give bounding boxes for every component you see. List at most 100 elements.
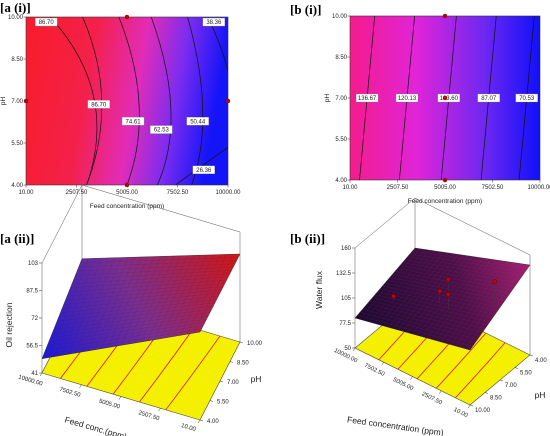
surface-mesh [60,296,219,314]
surface-mesh [364,306,481,337]
x-tick-label: 10.00 [180,423,197,433]
surface-mesh [460,263,521,348]
z-tick-label: 103 [28,261,39,267]
surface-mesh [140,255,181,343]
surface-mesh [166,254,208,338]
surface-mesh [186,254,227,335]
surface-mesh [68,279,227,293]
y-tick-label: 4.00 [11,183,23,189]
z-tick-label: 160 [341,246,352,252]
surface-mesh [63,289,222,305]
surface-mesh [369,250,430,323]
surface-mesh [68,257,109,355]
surface-mesh [134,255,175,344]
y-tick [209,400,214,402]
surface-mesh [455,262,516,347]
y-tick-label: 7.00 [11,99,23,105]
contour-label-box [355,93,379,103]
y-tick-label: 8.50 [11,57,23,63]
design-point [391,294,396,299]
x-tick-label: 10.00 [452,407,469,419]
surface-mesh [71,273,231,284]
contour-label-box [121,117,145,126]
surface-mesh [65,286,224,301]
x-tick [39,372,43,377]
surface-mesh [394,271,511,294]
x-tick-label: 7502.50 [59,387,82,399]
x-tick [118,396,122,400]
x-tick [79,384,82,388]
surface-mesh [55,258,96,357]
floor-contour [165,335,221,411]
response-surface [41,253,241,359]
surface-mesh [87,257,129,351]
z-axis-label: Water flux [314,270,324,309]
panel-label: [b (i)] [290,2,321,17]
surface-mesh [372,297,488,326]
y-axis-label: pH [251,374,262,384]
surface-mesh [412,256,473,335]
surface-mesh [402,262,518,283]
surface-mesh [397,254,459,331]
surface-mesh [397,268,513,290]
surface-mesh [43,328,202,355]
y-tick [529,354,534,357]
x-tick [352,347,356,352]
contour-label-box [35,17,58,27]
contour-label: 120.13 [398,96,417,102]
surface-mesh [193,254,234,334]
contour-label: 136.67 [358,96,377,102]
x-axis-label: Feed concentration (ppm) [347,414,445,436]
z-tick-label: 87.5 [26,289,38,295]
contour-label: 26.36 [196,168,212,174]
surface-mesh [426,258,488,339]
y-tick-label: 5.50 [217,400,229,406]
surface-mesh [50,315,209,339]
y-tick-label: 7.00 [335,96,347,102]
surface-mesh [81,257,122,353]
y-tick-label: 4.00 [535,358,547,364]
y-tick-label: 5.50 [335,137,347,143]
y-tick [199,419,204,422]
surface-mesh [378,251,440,325]
surface-mesh [407,255,468,333]
contour-line [49,17,98,185]
surface-mesh [379,288,496,315]
z-tick-label: 56.5 [26,344,38,350]
design-point [442,95,448,101]
contour-label: 74.61 [126,119,142,125]
y-tick [499,379,504,382]
y-tick-label: 5.50 [520,371,532,377]
surface-mesh [412,250,528,269]
x-tick [439,390,442,394]
y-tick [469,404,474,407]
x-tick-label: 7502.50 [167,190,189,196]
surface-mesh [369,300,486,329]
surface-mesh [94,257,135,350]
surface-mesh [364,249,425,321]
surface-mesh [48,318,207,343]
surface-mesh [78,260,237,268]
y-tick [484,392,489,394]
box-edge [354,197,416,249]
y-tick [219,380,224,383]
surface-mesh [160,255,201,339]
plot-background [26,17,228,185]
surface-mesh [388,252,449,328]
design-point [492,279,497,284]
y-tick [229,361,234,363]
x-tick [381,362,384,366]
surface-mesh [465,264,526,349]
x-tick-label: 10000.00 [527,185,550,191]
x-tick [410,376,413,380]
surface-mesh [384,282,501,308]
surface-mesh [55,305,214,326]
surface-mesh [431,259,492,340]
surface-mesh [367,303,483,333]
x-axis-label: Feed conc.(ppm) [64,414,129,436]
x-tick-label: 5005.00 [116,190,138,196]
contour-line [150,17,172,185]
surface-mesh [402,254,464,332]
x-tick-label: 2507.50 [421,391,444,406]
z-tick-label: 72 [31,316,38,322]
